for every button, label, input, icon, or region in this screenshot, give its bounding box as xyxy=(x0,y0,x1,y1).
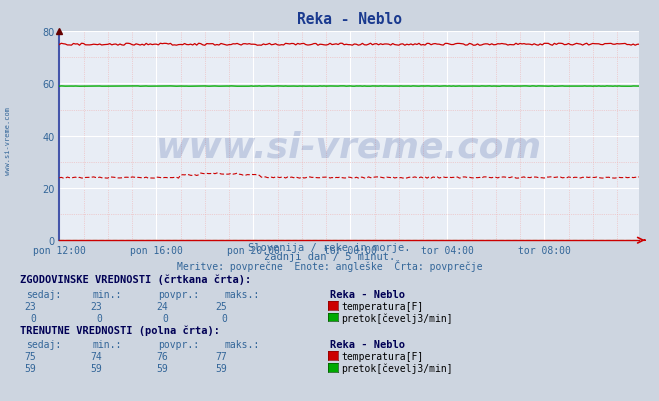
Text: povpr.:: povpr.: xyxy=(158,290,199,300)
Text: 0: 0 xyxy=(221,313,227,323)
Text: TRENUTNE VREDNOSTI (polna črta):: TRENUTNE VREDNOSTI (polna črta): xyxy=(20,325,219,336)
Text: temperatura[F]: temperatura[F] xyxy=(341,351,424,361)
Text: 23: 23 xyxy=(90,302,102,312)
Text: 74: 74 xyxy=(90,351,102,361)
Text: 0: 0 xyxy=(162,313,168,323)
Text: 24: 24 xyxy=(156,302,168,312)
Text: 77: 77 xyxy=(215,351,227,361)
Text: min.:: min.: xyxy=(92,290,122,300)
Text: sedaj:: sedaj: xyxy=(26,339,61,349)
Text: min.:: min.: xyxy=(92,339,122,349)
Text: Slovenija / reke in morje.: Slovenija / reke in morje. xyxy=(248,243,411,253)
Text: www.si-vreme.com: www.si-vreme.com xyxy=(156,130,542,164)
Text: sedaj:: sedaj: xyxy=(26,290,61,300)
Text: povpr.:: povpr.: xyxy=(158,339,199,349)
Text: zadnji dan / 5 minut.: zadnji dan / 5 minut. xyxy=(264,252,395,262)
Text: 59: 59 xyxy=(90,363,102,373)
Text: maks.:: maks.: xyxy=(224,339,259,349)
Text: Reka - Neblo: Reka - Neblo xyxy=(330,290,405,300)
Text: maks.:: maks.: xyxy=(224,290,259,300)
Text: ZGODOVINSKE VREDNOSTI (črtkana črta):: ZGODOVINSKE VREDNOSTI (črtkana črta): xyxy=(20,274,251,285)
Text: 59: 59 xyxy=(156,363,168,373)
Text: 76: 76 xyxy=(156,351,168,361)
Text: 75: 75 xyxy=(24,351,36,361)
Text: pretok[čevelj3/min]: pretok[čevelj3/min] xyxy=(341,363,453,373)
Text: Meritve: povprečne  Enote: angleške  Črta: povprečje: Meritve: povprečne Enote: angleške Črta:… xyxy=(177,259,482,271)
Text: 0: 0 xyxy=(96,313,102,323)
Text: 59: 59 xyxy=(24,363,36,373)
Text: 23: 23 xyxy=(24,302,36,312)
Text: temperatura[F]: temperatura[F] xyxy=(341,302,424,312)
Text: 59: 59 xyxy=(215,363,227,373)
Text: 0: 0 xyxy=(30,313,36,323)
Text: pretok[čevelj3/min]: pretok[čevelj3/min] xyxy=(341,312,453,323)
Title: Reka - Neblo: Reka - Neblo xyxy=(297,12,402,27)
Text: 25: 25 xyxy=(215,302,227,312)
Text: Reka - Neblo: Reka - Neblo xyxy=(330,339,405,349)
Text: www.si-vreme.com: www.si-vreme.com xyxy=(5,106,11,174)
